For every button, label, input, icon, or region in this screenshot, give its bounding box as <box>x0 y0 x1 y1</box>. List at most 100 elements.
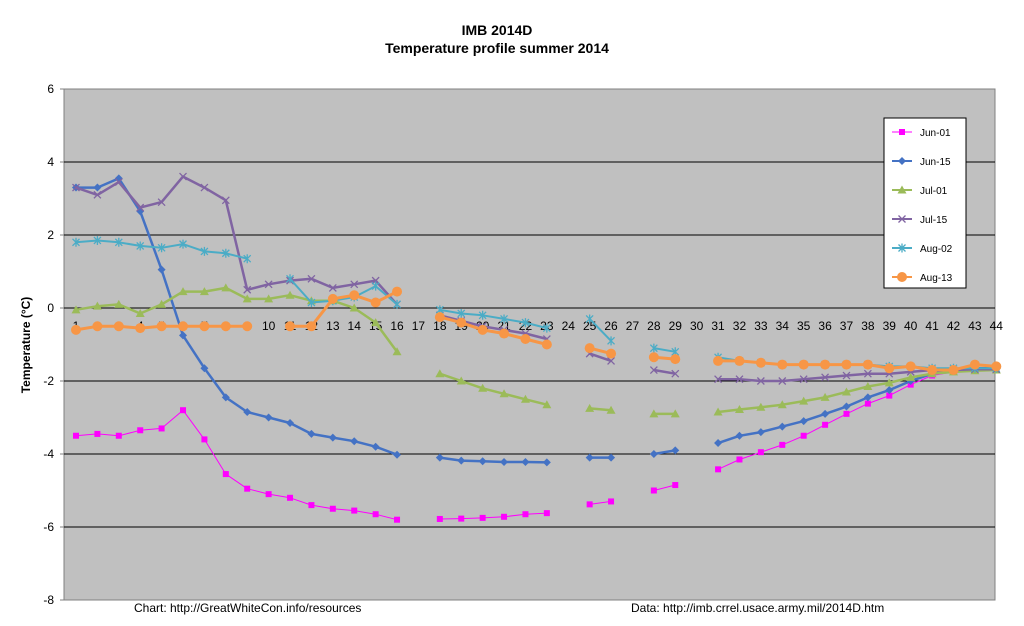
data-point <box>456 317 467 328</box>
data-point <box>841 359 852 370</box>
data-point <box>157 265 166 274</box>
legend-swatch-marker <box>898 243 906 253</box>
data-point <box>885 386 894 395</box>
data-point <box>799 375 808 384</box>
data-point <box>201 436 208 443</box>
data-point <box>586 501 593 508</box>
data-point <box>799 417 808 426</box>
x-tick-label: 18 <box>433 319 447 333</box>
data-point <box>843 410 850 417</box>
data-point <box>93 235 102 245</box>
data-point <box>157 243 166 253</box>
data-point <box>863 369 872 378</box>
series-line <box>653 449 676 456</box>
data-point <box>392 286 403 297</box>
series-aug-13 <box>71 286 1002 376</box>
data-point <box>350 437 359 446</box>
data-point <box>499 328 510 339</box>
data-point <box>863 381 873 390</box>
data-point <box>991 361 1002 372</box>
data-point <box>927 365 938 376</box>
x-tick-label: 42 <box>947 319 961 333</box>
data-point <box>969 359 980 370</box>
x-tick-label: 43 <box>968 319 982 333</box>
data-point <box>221 283 231 292</box>
data-point <box>92 301 102 310</box>
y-tick-label: 6 <box>47 82 54 96</box>
data-point <box>350 280 359 289</box>
data-point <box>778 422 787 431</box>
x-tick-label: 38 <box>861 319 875 333</box>
data-point <box>114 237 123 247</box>
data-point <box>735 375 744 384</box>
data-point <box>72 237 80 247</box>
data-point <box>756 377 765 385</box>
data-point <box>842 371 851 380</box>
x-tick-label: 17 <box>412 319 426 333</box>
data-point <box>479 514 486 521</box>
series-line <box>653 368 676 375</box>
data-point <box>199 287 209 296</box>
data-point <box>264 280 273 289</box>
data-point <box>328 283 337 292</box>
data-point <box>477 324 488 335</box>
data-point <box>820 359 831 370</box>
data-point <box>393 450 402 459</box>
plot-area <box>63 88 996 601</box>
y-axis-ticks: 6 4 2 0 -2 -4 -6 -8 <box>43 82 64 607</box>
data-point <box>93 183 102 192</box>
x-tick-label: 41 <box>925 319 939 333</box>
data-point <box>842 402 851 411</box>
y-tick-label: -4 <box>43 447 54 461</box>
data-point <box>607 356 616 365</box>
data-point <box>243 254 252 264</box>
data-point <box>671 369 680 378</box>
data-point <box>137 427 144 434</box>
data-point <box>221 393 230 402</box>
x-tick-label: 36 <box>818 319 832 333</box>
legend-item: Aug-02 <box>892 243 953 255</box>
data-point <box>115 432 122 439</box>
legend-swatch-marker <box>897 185 907 194</box>
data-point <box>906 372 916 381</box>
data-point <box>157 299 167 308</box>
data-point <box>94 430 101 437</box>
data-point <box>777 400 787 409</box>
x-tick-label: 26 <box>604 319 618 333</box>
series-line <box>439 512 547 520</box>
data-point <box>500 314 509 324</box>
data-point <box>821 409 830 418</box>
data-point <box>756 402 766 411</box>
data-point <box>307 298 316 308</box>
data-point <box>179 239 187 249</box>
x-tick-label: 24 <box>562 319 576 333</box>
data-point <box>435 369 445 378</box>
data-point <box>456 376 466 385</box>
data-point <box>584 343 595 354</box>
data-point <box>72 183 80 192</box>
data-point <box>92 321 103 332</box>
series-line <box>653 347 676 353</box>
data-point <box>499 389 509 398</box>
data-point <box>436 515 443 522</box>
legend-item: Jul-15 <box>892 215 948 226</box>
footer-data-source: Data: http://imb.crrel.usace.army.mil/20… <box>631 601 884 615</box>
series-group <box>71 172 1002 523</box>
y-tick-label: 2 <box>47 228 54 242</box>
data-point <box>821 373 830 382</box>
data-point <box>778 377 787 385</box>
data-point <box>585 403 595 412</box>
footer-chart-source: Chart: http://GreatWhiteCon.info/resourc… <box>134 601 361 615</box>
data-point <box>714 375 723 384</box>
data-point <box>800 432 807 439</box>
data-point <box>777 359 788 370</box>
data-point <box>649 409 659 418</box>
series-line <box>439 308 548 330</box>
data-point <box>178 321 189 332</box>
data-point <box>222 471 229 478</box>
data-point <box>478 310 487 320</box>
legend-swatch-marker <box>898 215 906 223</box>
data-point <box>199 321 210 332</box>
data-point <box>501 513 508 520</box>
data-point <box>543 510 550 517</box>
